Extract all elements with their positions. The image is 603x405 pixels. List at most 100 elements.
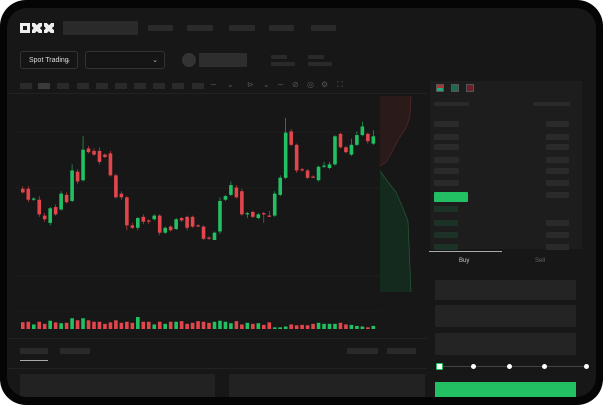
timeframe-button[interactable] bbox=[153, 83, 165, 89]
volume-bar bbox=[53, 322, 58, 329]
tab-open-orders[interactable] bbox=[20, 348, 48, 354]
candle-body bbox=[174, 219, 178, 230]
candle-body bbox=[48, 208, 52, 223]
candle-body bbox=[190, 216, 195, 227]
orderbook-header-amount bbox=[533, 102, 570, 106]
volume-bar bbox=[103, 323, 107, 329]
volume-bar bbox=[289, 324, 293, 329]
timeframe-button[interactable] bbox=[192, 83, 204, 89]
camera-icon[interactable]: ◎ bbox=[307, 80, 314, 89]
timeframe-button[interactable] bbox=[134, 83, 146, 89]
volume-bar bbox=[349, 324, 354, 329]
timeframe-button[interactable] bbox=[172, 83, 184, 89]
timeframe-button[interactable] bbox=[57, 83, 69, 89]
divider bbox=[7, 93, 427, 94]
slider-stop[interactable] bbox=[507, 364, 512, 369]
nav-item[interactable] bbox=[311, 25, 336, 31]
slider-handle[interactable] bbox=[436, 363, 443, 370]
volume-bar bbox=[125, 321, 129, 329]
fullscreen-icon[interactable]: ⛶ bbox=[337, 80, 343, 89]
filter-button[interactable] bbox=[387, 348, 416, 354]
indicator-icon[interactable]: ∽ bbox=[210, 80, 217, 89]
candle-body bbox=[81, 149, 85, 181]
candle-body bbox=[21, 188, 25, 193]
pair-name bbox=[199, 53, 247, 67]
candle-body bbox=[366, 133, 370, 142]
volume-bar bbox=[212, 321, 217, 329]
candle-body bbox=[316, 166, 321, 181]
candle-body bbox=[163, 227, 167, 233]
nav-item[interactable] bbox=[187, 25, 213, 31]
candle-body bbox=[267, 215, 272, 217]
volume-bar bbox=[114, 320, 118, 329]
candle-body bbox=[322, 165, 326, 167]
candle-body bbox=[75, 171, 80, 182]
slider-stop[interactable] bbox=[542, 364, 547, 369]
candle-body bbox=[196, 225, 200, 227]
candlestick-chart[interactable] bbox=[15, 96, 381, 332]
orderbook-both-icon[interactable] bbox=[436, 84, 444, 92]
okx-logo[interactable] bbox=[20, 23, 56, 33]
search-bar[interactable] bbox=[63, 21, 138, 35]
candle-body bbox=[305, 170, 310, 178]
tab-order-history[interactable] bbox=[60, 348, 90, 354]
stat-label bbox=[308, 55, 324, 59]
volume-bar bbox=[371, 325, 376, 329]
line-icon[interactable]: ∼ bbox=[277, 80, 284, 89]
amount-slider[interactable] bbox=[436, 362, 589, 372]
tab-sell[interactable]: Sell bbox=[535, 258, 546, 264]
candle-body bbox=[223, 196, 228, 200]
slider-stop[interactable] bbox=[584, 364, 589, 369]
chevron-down-icon[interactable]: ⌄ bbox=[227, 80, 234, 89]
nav-item[interactable] bbox=[229, 25, 255, 31]
nav-item[interactable] bbox=[148, 25, 173, 31]
volume-bar bbox=[305, 325, 310, 329]
candle-body bbox=[240, 191, 244, 215]
tab-buy[interactable]: Buy bbox=[459, 258, 470, 264]
volume-bar bbox=[21, 322, 25, 329]
nav-item[interactable] bbox=[269, 25, 294, 31]
candle-body bbox=[141, 216, 146, 222]
volume-bar bbox=[97, 321, 102, 329]
candle-body bbox=[108, 153, 113, 176]
timeframe-button[interactable] bbox=[96, 83, 108, 89]
gear-icon[interactable]: ⚙ bbox=[321, 80, 329, 89]
volume-bar bbox=[355, 325, 359, 329]
amount-input[interactable] bbox=[435, 305, 576, 327]
filter-button[interactable] bbox=[347, 348, 378, 354]
timeframe-button[interactable] bbox=[77, 83, 89, 89]
slider-stop[interactable] bbox=[471, 364, 476, 369]
market-dropdown[interactable]: Spot Trading ⌄ bbox=[20, 51, 78, 69]
candle-body bbox=[294, 144, 299, 171]
candle-body bbox=[245, 213, 250, 215]
volume-bar bbox=[344, 324, 348, 329]
chevron-down-icon[interactable]: ⌄ bbox=[263, 80, 270, 89]
buy-button[interactable] bbox=[435, 382, 576, 397]
volume-bar bbox=[26, 321, 31, 329]
volume-bar bbox=[278, 327, 283, 329]
timeframe-button[interactable] bbox=[115, 83, 127, 89]
candle-body bbox=[207, 237, 211, 239]
ask-amount bbox=[546, 168, 569, 174]
tab-underline bbox=[20, 360, 48, 361]
volume-bar bbox=[267, 322, 272, 329]
volume-bar bbox=[70, 318, 74, 329]
ruler-icon[interactable]: ⊘ bbox=[292, 80, 299, 89]
volume-bar bbox=[179, 321, 184, 329]
bid-amount bbox=[546, 232, 569, 238]
candle-body bbox=[234, 187, 239, 198]
orderbook-bids-icon[interactable] bbox=[451, 84, 459, 92]
timeframe-button[interactable] bbox=[20, 83, 32, 89]
pair-dropdown[interactable]: ⌄ bbox=[85, 51, 165, 69]
candle-body bbox=[272, 193, 277, 216]
candle-body bbox=[42, 215, 47, 220]
volume-bar bbox=[207, 322, 211, 329]
candle-body bbox=[125, 197, 129, 226]
draw-icon[interactable]: ⊳ bbox=[247, 80, 254, 89]
total-input[interactable] bbox=[435, 333, 576, 355]
volume-bar bbox=[185, 323, 189, 329]
price-input[interactable] bbox=[435, 280, 576, 300]
ask-amount bbox=[546, 134, 569, 140]
timeframe-button[interactable] bbox=[38, 83, 50, 89]
orderbook-asks-icon[interactable] bbox=[466, 84, 474, 92]
